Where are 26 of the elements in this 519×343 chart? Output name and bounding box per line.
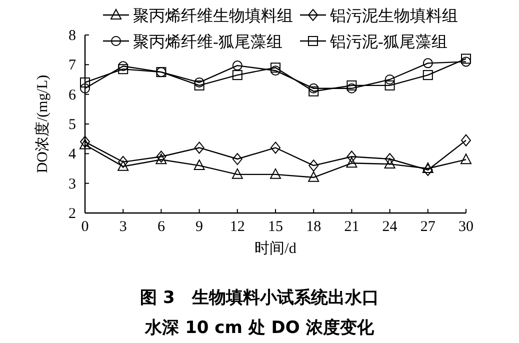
x-tick-label: 15 (268, 219, 283, 235)
y-tick-label: 5 (68, 117, 76, 133)
y-tick-label: 7 (68, 58, 76, 74)
text: 水深 10 cm 处 DO 浓度变化 (144, 318, 375, 338)
x-tick-label: 24 (382, 219, 398, 235)
x-axis-title: 时间/d (254, 240, 297, 257)
x-tick-label: 9 (196, 219, 204, 235)
x-tick-label: 30 (458, 219, 474, 235)
y-tick-label: 2 (68, 206, 76, 222)
y-tick-label: 6 (68, 87, 76, 104)
text: 图 3 生物填料小试系统出水口 (140, 288, 379, 308)
legend-label: 聚丙烯纤维-狐尾藻组 (133, 33, 282, 51)
legend-label: 铝污泥生物填料组 (329, 7, 458, 25)
y-tick-label: 8 (68, 28, 76, 44)
y-tick-label: 4 (68, 146, 76, 163)
x-tick-label: 12 (230, 219, 245, 235)
x-tick-label: 6 (157, 219, 166, 235)
y-axis-title: DO浓度/(mg/L) (34, 74, 51, 174)
legend-label: 铝污泥-狐尾藻组 (329, 33, 448, 51)
x-tick-label: 18 (306, 219, 322, 235)
x-tick-label: 3 (119, 219, 127, 235)
x-tick-label: 27 (420, 219, 436, 235)
x-tick-label: 21 (344, 219, 360, 235)
y-tick-label: 3 (68, 176, 76, 192)
x-tick-label: 0 (81, 219, 89, 235)
legend-label: 聚丙烯纤维生物填料组 (133, 7, 293, 25)
